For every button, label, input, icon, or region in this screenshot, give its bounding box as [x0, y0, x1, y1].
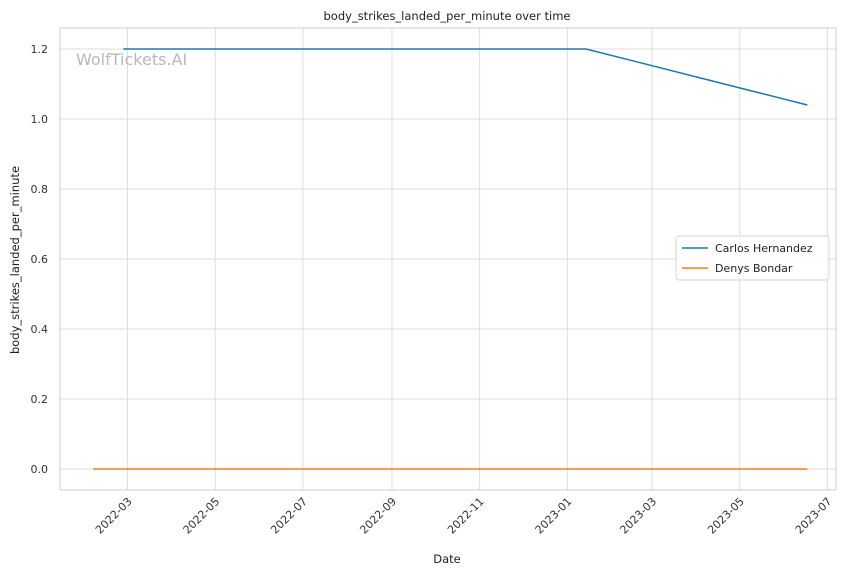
y-tick-label: 1.0 [31, 113, 49, 126]
y-tick-label: 0.0 [31, 463, 49, 476]
y-tick-label: 0.2 [31, 393, 49, 406]
y-axis-label: body_strikes_landed_per_minute [8, 166, 22, 354]
legend-entry: Denys Bondar [715, 262, 793, 275]
plot-frame [59, 27, 837, 491]
x-axis-label: Date [433, 552, 461, 566]
y-tick-label: 0.6 [31, 253, 49, 266]
y-tick-label: 0.8 [31, 183, 49, 196]
chart-title: body_strikes_landed_per_minute over time [324, 9, 571, 23]
series-layer [93, 48, 808, 470]
series-line-carlos-hernandez [123, 48, 808, 106]
legend: Carlos Hernandez Denys Bondar [675, 235, 830, 281]
legend-box [675, 235, 830, 281]
legend-entry: Carlos Hernandez [715, 242, 813, 255]
watermark-text: WolfTickets.AI [76, 50, 187, 69]
y-tick-label: 0.4 [31, 323, 49, 336]
y-tick-label: 1.2 [31, 43, 49, 56]
